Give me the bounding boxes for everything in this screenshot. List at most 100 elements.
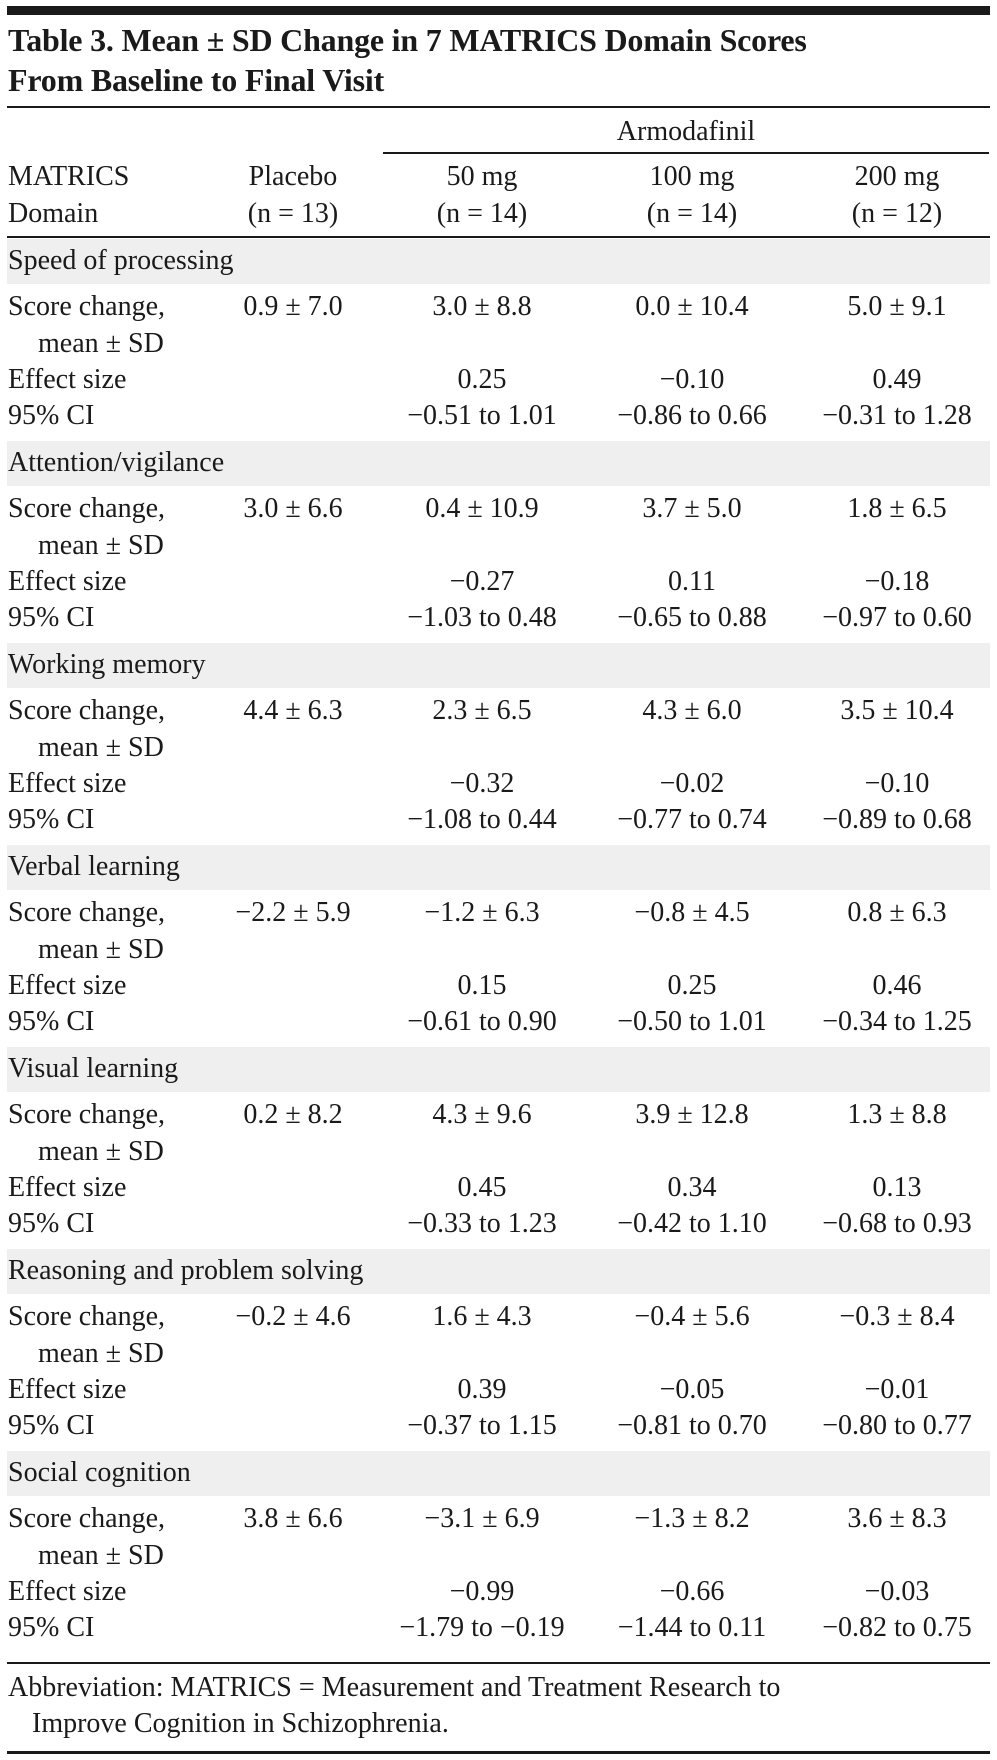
- cell-95-ci: −0.86 to 0.66: [617, 400, 767, 431]
- cell-95-ci: −0.81 to 0.70: [617, 1410, 767, 1441]
- cell-score-change: 4.3 ± 9.6: [432, 1099, 532, 1130]
- column-header-domain-line2: Domain: [8, 198, 99, 229]
- cell-score-change: 3.6 ± 8.3: [847, 1503, 947, 1534]
- cell-effect-size: −0.05: [659, 1374, 725, 1405]
- row-label-score-change: Score change, mean ± SD: [8, 1096, 165, 1170]
- domain-header: Social cognition: [7, 1451, 990, 1496]
- cell-effect-size: 0.15: [457, 970, 507, 1001]
- row-label-line1: Score change,: [8, 1099, 166, 1130]
- column-header-50mg: 50 mg (n = 14): [382, 158, 582, 232]
- domain-header: Visual learning: [7, 1047, 990, 1092]
- cell-effect-size: 0.11: [668, 566, 716, 597]
- cell-effect-size: −0.27: [449, 566, 515, 597]
- table-title: Table 3. Mean ± SD Change in 7 MATRICS D…: [8, 20, 988, 100]
- table-bottom-rule: [7, 1662, 990, 1664]
- row-label-line2: mean ± SD: [38, 1338, 164, 1369]
- cell-effect-size: −0.02: [659, 768, 725, 799]
- top-rule: [7, 6, 990, 15]
- final-rule: [7, 1751, 990, 1754]
- row-label-effect-size: Effect size: [8, 1374, 127, 1405]
- cell-effect-size: 0.45: [457, 1172, 507, 1203]
- cell-score-change: 1.8 ± 6.5: [847, 493, 947, 524]
- cell-score-change: −3.1 ± 6.9: [424, 1503, 540, 1534]
- row-label-95-ci: 95% CI: [8, 1006, 95, 1037]
- footnote: Abbreviation: MATRICS = Measurement and …: [8, 1670, 983, 1742]
- cell-95-ci: −0.77 to 0.74: [617, 804, 767, 835]
- domain-header: Reasoning and problem solving: [7, 1249, 990, 1294]
- domain-group: Working memory Score change, mean ± SD 4.4 …: [7, 643, 990, 845]
- cell-score-change: −0.8 ± 4.5: [634, 897, 750, 928]
- cell-score-change: −1.3 ± 8.2: [634, 1503, 750, 1534]
- footnote-line1: Abbreviation: MATRICS = Measurement and …: [8, 1672, 781, 1703]
- cell-score-change: 0.8 ± 6.3: [847, 897, 947, 928]
- cell-effect-size: 0.25: [667, 970, 717, 1001]
- cell-effect-size: 0.34: [667, 1172, 717, 1203]
- domain-header: Working memory: [7, 643, 990, 688]
- title-rule: [7, 106, 990, 108]
- cell-score-change: 2.3 ± 6.5: [432, 695, 532, 726]
- column-header-100mg: 100 mg (n = 14): [592, 158, 792, 232]
- armodafinil-group-header: Armodafinil: [616, 116, 756, 147]
- row-label-score-change: Score change, mean ± SD: [8, 1298, 165, 1372]
- cell-score-change: 3.9 ± 12.8: [635, 1099, 749, 1130]
- cell-score-change: 3.0 ± 8.8: [432, 291, 532, 322]
- row-label-line1: Score change,: [8, 695, 166, 726]
- column-header-domain: MATRICS Domain: [8, 158, 129, 232]
- cell-95-ci: −0.34 to 1.25: [822, 1006, 972, 1037]
- cell-95-ci: −0.33 to 1.23: [407, 1208, 557, 1239]
- row-label-95-ci: 95% CI: [8, 804, 95, 835]
- domain-group: Visual learning Score change, mean ± SD 0.2…: [7, 1047, 990, 1249]
- row-label-line2: mean ± SD: [38, 1136, 164, 1167]
- column-header-domain-line1: MATRICS: [8, 161, 130, 192]
- row-label-95-ci: 95% CI: [8, 1612, 95, 1643]
- domain-group: Social cognition Score change, mean ± SD 3.…: [7, 1451, 990, 1653]
- row-label-95-ci: 95% CI: [8, 602, 95, 633]
- cell-effect-size: −0.10: [864, 768, 930, 799]
- column-header-placebo: Placebo (n = 13): [193, 158, 393, 232]
- cell-score-change: 0.4 ± 10.9: [425, 493, 539, 524]
- row-label-line2: mean ± SD: [38, 934, 164, 965]
- row-label-effect-size: Effect size: [8, 364, 127, 395]
- row-label-line1: Score change,: [8, 291, 166, 322]
- cell-95-ci: −0.50 to 1.01: [617, 1006, 767, 1037]
- row-label-line2: mean ± SD: [38, 732, 164, 763]
- cell-score-change: 1.6 ± 4.3: [432, 1301, 532, 1332]
- row-label-effect-size: Effect size: [8, 970, 127, 1001]
- cell-95-ci: −0.80 to 0.77: [822, 1410, 972, 1441]
- cell-effect-size: 0.46: [872, 970, 922, 1001]
- row-label-95-ci: 95% CI: [8, 400, 95, 431]
- armodafinil-rule: [383, 152, 989, 154]
- domain-group: Reasoning and problem solving Score chang…: [7, 1249, 990, 1451]
- row-label-line2: mean ± SD: [38, 530, 164, 561]
- column-header-n: (n = 13): [247, 198, 339, 229]
- cell-score-change: 4.4 ± 6.3: [243, 695, 343, 726]
- domain-group: Verbal learning Score change, mean ± SD −2.…: [7, 845, 990, 1047]
- cell-score-change: 0.9 ± 7.0: [243, 291, 343, 322]
- column-header-label: 200 mg: [854, 161, 940, 192]
- cell-95-ci: −0.89 to 0.68: [822, 804, 972, 835]
- domain-group: Speed of processing Score change, mean ± S…: [7, 239, 990, 441]
- row-label-score-change: Score change, mean ± SD: [8, 1500, 165, 1574]
- cell-95-ci: −1.08 to 0.44: [407, 804, 557, 835]
- row-label-95-ci: 95% CI: [8, 1410, 95, 1441]
- cell-effect-size: −0.10: [659, 364, 725, 395]
- table-title-line1: Table 3. Mean ± SD Change in 7 MATRICS D…: [8, 22, 807, 58]
- cell-score-change: 3.8 ± 6.6: [243, 1503, 343, 1534]
- cell-score-change: 3.7 ± 5.0: [642, 493, 742, 524]
- cell-95-ci: −1.79 to −0.19: [399, 1612, 565, 1643]
- cell-score-change: 1.3 ± 8.8: [847, 1099, 947, 1130]
- column-header-n: (n = 14): [436, 198, 528, 229]
- column-header-label: 100 mg: [649, 161, 735, 192]
- column-header-n: (n = 12): [851, 198, 943, 229]
- cell-effect-size: −0.18: [864, 566, 930, 597]
- cell-95-ci: −0.51 to 1.01: [407, 400, 557, 431]
- cell-effect-size: 0.49: [872, 364, 922, 395]
- cell-score-change: −0.4 ± 5.6: [634, 1301, 750, 1332]
- cell-95-ci: −0.42 to 1.10: [617, 1208, 767, 1239]
- cell-score-change: −1.2 ± 6.3: [424, 897, 540, 928]
- table-title-line2: From Baseline to Final Visit: [8, 62, 385, 98]
- cell-95-ci: −0.37 to 1.15: [407, 1410, 557, 1441]
- domain-header: Speed of processing: [7, 239, 990, 284]
- cell-95-ci: −1.03 to 0.48: [407, 602, 557, 633]
- cell-score-change: −2.2 ± 5.9: [235, 897, 351, 928]
